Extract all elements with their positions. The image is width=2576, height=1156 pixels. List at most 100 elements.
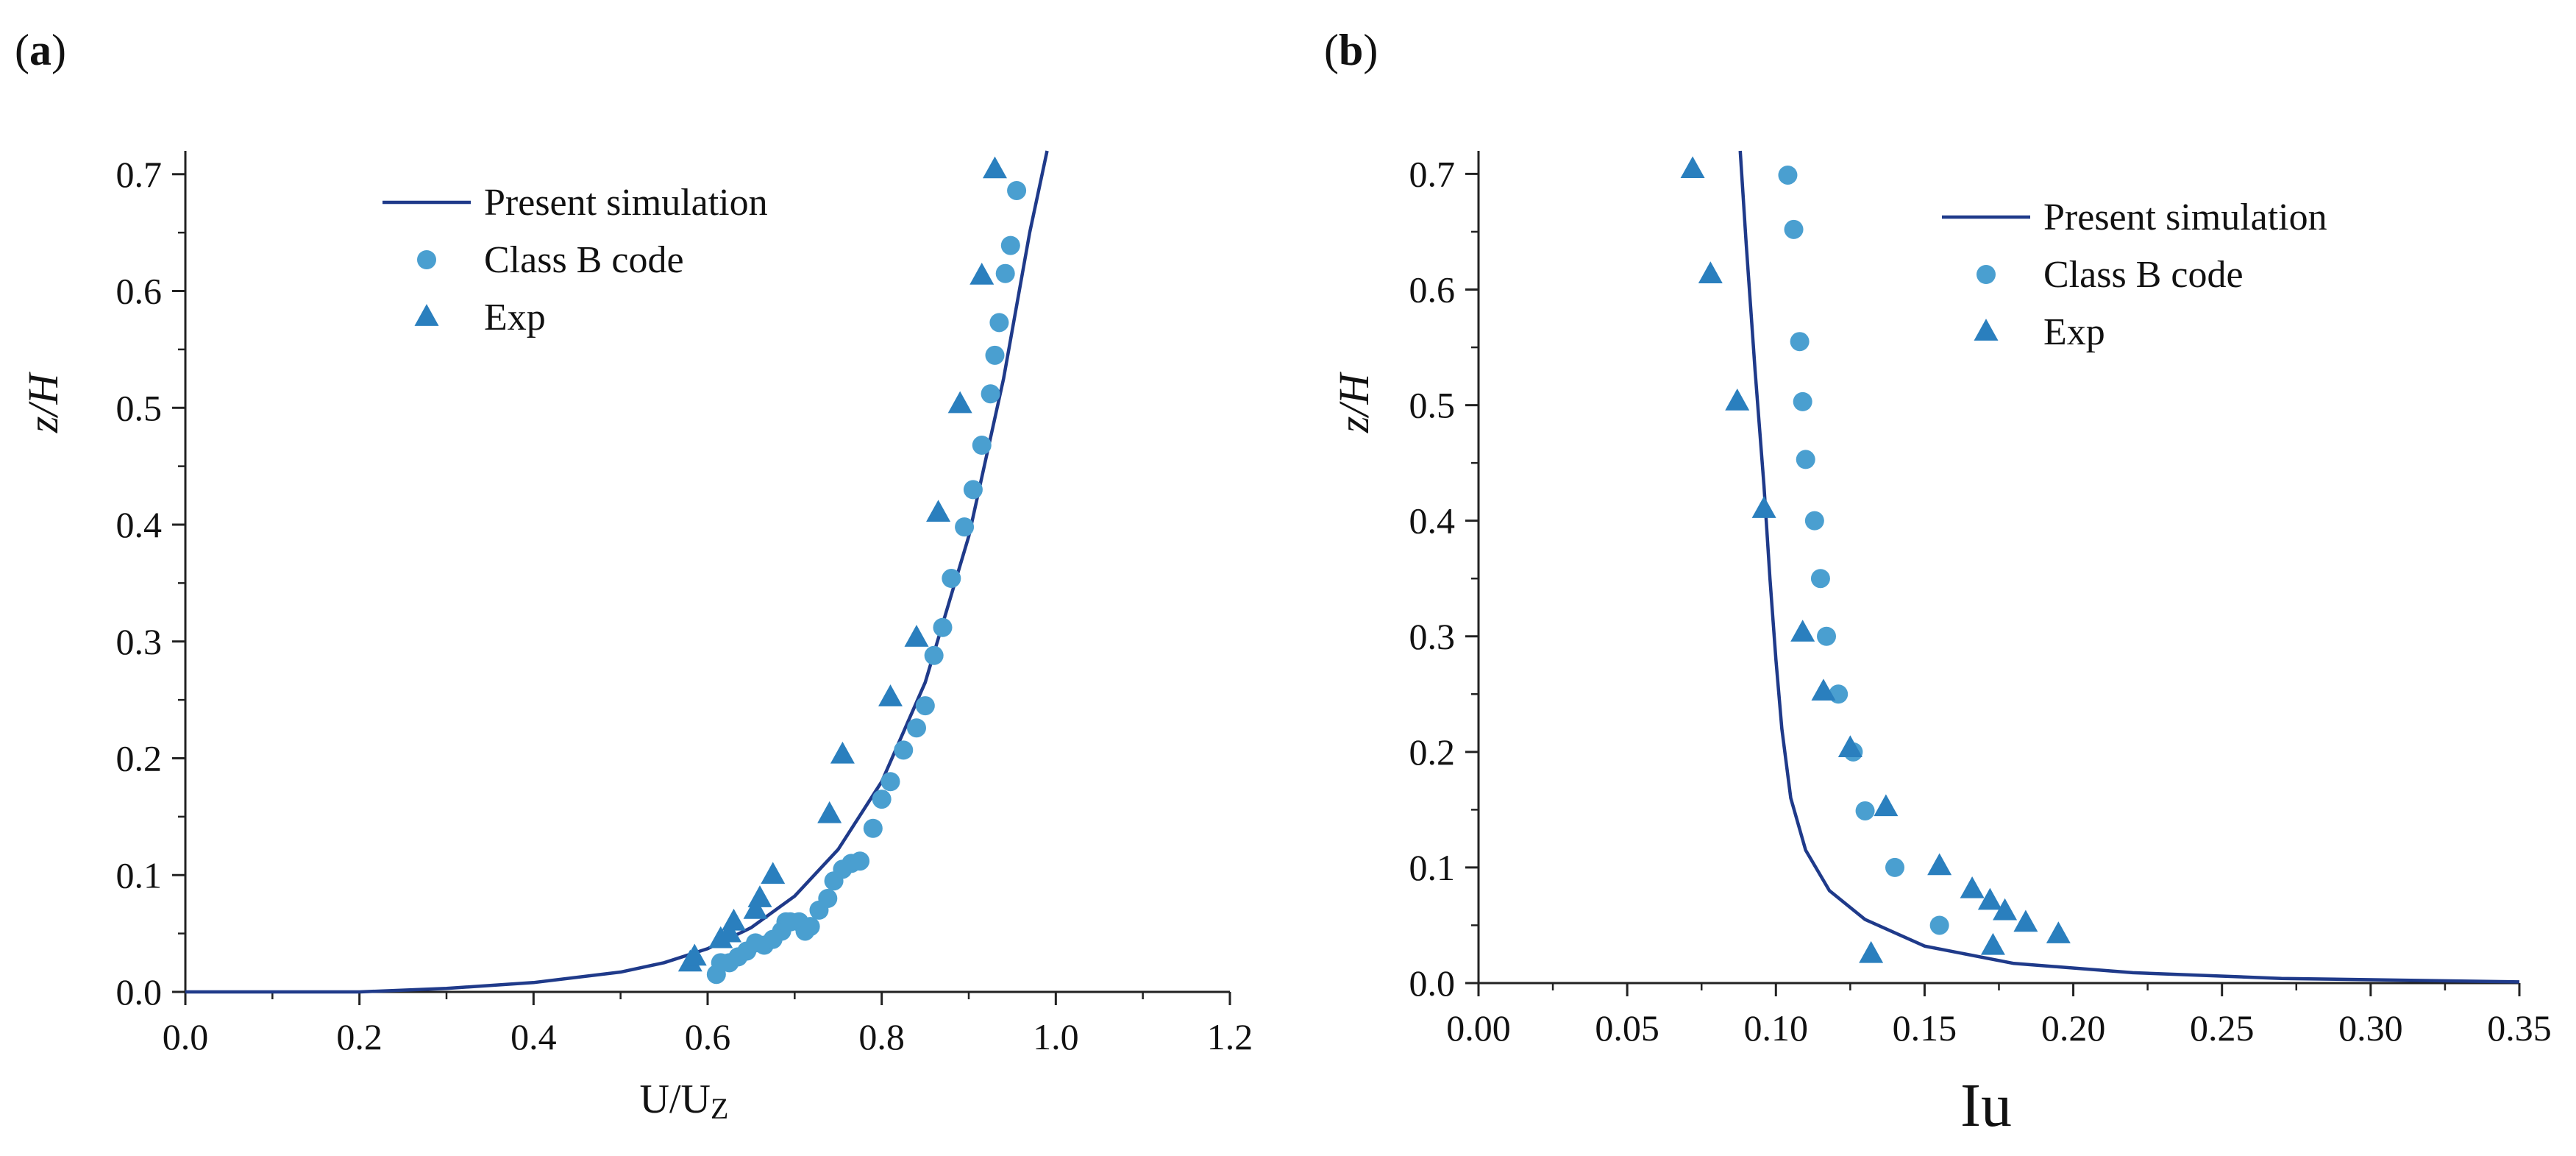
panel-label-b: (b): [1324, 26, 1378, 74]
exp-point: [1980, 932, 2005, 955]
class-b-code-point: [985, 345, 1005, 365]
panel-b-legend: Present simulation Class B code Exp: [1942, 196, 2327, 353]
legend-label: Exp: [2043, 311, 2105, 353]
class-b-code-point: [1810, 569, 1830, 589]
legend-label: Class B code: [2043, 254, 2244, 296]
y-tick-label: 0.6: [1409, 269, 1456, 311]
y-tick-label: 0.7: [116, 154, 163, 195]
y-tick-label: 0.3: [116, 621, 163, 662]
panel-b-chart: 0.00 0.05 0.10 0.15 0.20 0.25 0.30 0.35 0.0 0.1 0.…: [1330, 150, 2552, 1140]
x-tick-label: 1.0: [1033, 1016, 1079, 1057]
x-tick-label: 0.2: [336, 1016, 383, 1057]
class-b-code-point: [907, 718, 926, 738]
panel-a-legend: Present simulation Class B code Exp: [383, 182, 768, 338]
y-tick-label: 0.4: [116, 504, 163, 545]
y-tick-label: 0.7: [1409, 153, 1456, 194]
class-b-code-point: [933, 617, 953, 637]
exp-point: [1680, 156, 1705, 179]
y-tick-label: 0.0: [1409, 962, 1456, 1004]
panel-label-a: (a): [15, 26, 66, 74]
y-tick-label: 0.3: [1409, 616, 1456, 657]
class-b-code-point: [989, 313, 1009, 333]
exp-point: [682, 943, 707, 966]
panel-a-y-axis-label: z/H: [19, 372, 67, 434]
class-b-code-point: [1804, 511, 1824, 531]
legend-circle-swatch: [1977, 265, 1996, 284]
class-b-code-point: [981, 384, 1000, 404]
series-line-present-simulation: [185, 150, 1049, 994]
panel-a-x-axis-label: U/UZ: [640, 1077, 729, 1125]
exp-point: [1837, 735, 1862, 758]
legend-label: Class B code: [484, 239, 684, 281]
class-b-code-point: [863, 818, 883, 838]
exp-point: [1927, 853, 1952, 876]
x-tick-label: 0.0: [163, 1016, 209, 1057]
y-tick-label: 0.4: [1409, 500, 1456, 542]
panel-a-chart: 0.0 0.2 0.4 0.6 0.8 1.0 1.2 0.0 0.1 0.2 0.3 0.4 0.5 0…: [19, 150, 1253, 1125]
exp-point: [1725, 389, 1750, 411]
panel-a-plot-area: [185, 150, 1049, 994]
panel-b-y-axis-label: z/H: [1330, 372, 1378, 434]
class-b-code-point: [1784, 219, 1804, 239]
exp-point: [969, 263, 995, 285]
class-b-code-point: [1796, 450, 1815, 469]
y-tick-label: 0.1: [116, 854, 163, 896]
y-tick-label: 0.1: [1409, 847, 1456, 888]
exp-point: [761, 862, 786, 884]
class-b-code-point: [800, 917, 820, 937]
exp-point: [1993, 898, 2018, 921]
exp-point: [926, 500, 951, 522]
class-b-code-point: [1929, 915, 1949, 935]
x-tick-label: 0.10: [1744, 1007, 1809, 1049]
class-b-code-point: [963, 480, 983, 500]
panel-b-plot-area: [1680, 150, 2520, 984]
exp-point: [1698, 261, 1723, 283]
y-tick-label: 0.6: [116, 271, 163, 312]
exp-point: [983, 156, 1007, 179]
x-tick-label: 0.25: [2190, 1007, 2255, 1049]
class-b-code-point: [924, 645, 944, 665]
exp-point: [1859, 940, 1884, 963]
exp-point: [2013, 909, 2038, 932]
exp-point: [1751, 496, 1776, 518]
class-b-code-point: [1000, 235, 1020, 255]
class-b-code-point: [1855, 801, 1875, 820]
exp-point: [2046, 921, 2071, 943]
class-b-code-point: [850, 851, 870, 871]
exp-point: [1977, 887, 2002, 910]
class-b-code-point: [894, 740, 914, 760]
y-tick-label: 0.0: [116, 971, 163, 1013]
exp-point: [947, 391, 972, 414]
x-tick-label: 0.8: [858, 1016, 905, 1057]
x-tick-label: 0.05: [1595, 1007, 1659, 1049]
series-line-present-simulation: [1738, 150, 2520, 984]
x-tick-label: 1.2: [1207, 1016, 1253, 1057]
class-b-code-point: [1817, 626, 1837, 646]
class-b-code-point: [1793, 391, 1812, 411]
legend-label: Present simulation: [2043, 196, 2327, 238]
exp-point: [722, 908, 746, 931]
panel-a-axes: 0.0 0.2 0.4 0.6 0.8 1.0 1.2 0.0 0.1 0.2 0.3 0.4 0.5 0…: [116, 151, 1253, 1057]
class-b-code-point: [1790, 332, 1810, 352]
x-tick-label: 0.35: [2487, 1007, 2552, 1049]
exp-point: [717, 920, 742, 943]
class-b-code-point: [1778, 165, 1798, 185]
y-tick-label: 0.5: [116, 387, 163, 428]
panel-b-x-axis-label: Iu: [1960, 1071, 2012, 1140]
exp-point: [904, 625, 929, 647]
exp-point: [1960, 876, 1985, 898]
x-tick-label: 0.30: [2338, 1007, 2403, 1049]
class-b-code-point: [818, 889, 838, 908]
exp-point: [830, 741, 855, 764]
class-b-code-point: [1885, 857, 1904, 877]
class-b-code-point: [942, 569, 961, 589]
class-b-code-point: [995, 263, 1015, 283]
x-tick-label: 0.4: [510, 1016, 557, 1057]
legend-label: Present simulation: [484, 182, 768, 224]
y-tick-label: 0.2: [116, 738, 163, 779]
class-b-code-point: [915, 696, 935, 716]
class-b-code-point: [955, 517, 975, 537]
x-tick-label: 0.15: [1893, 1007, 1957, 1049]
class-b-code-point: [880, 772, 900, 792]
